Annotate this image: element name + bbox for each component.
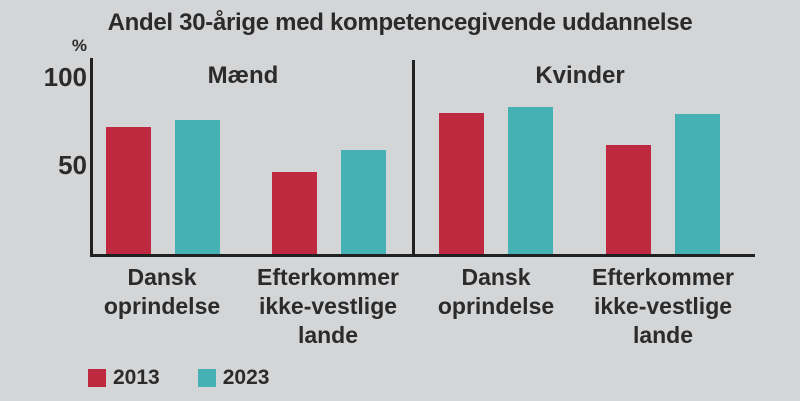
bar-2023-group2 (340, 150, 386, 254)
bar-2013-group4 (606, 144, 651, 254)
panel-header-maend: Mænd (207, 62, 279, 89)
category-label-kvinder-efterkommer: Efterkommer ikke-vestlige lande (592, 264, 734, 348)
panel-header-kvinder: Kvinder (535, 62, 625, 89)
legend-label-2013: 2013 (113, 366, 160, 389)
category-label-maend-dansk: Dansk oprindelse (103, 264, 221, 319)
bar-2023-group1 (174, 119, 220, 254)
bar-2023-group4 (675, 114, 720, 254)
legend-label-2023: 2023 (222, 366, 270, 389)
y-axis-line (90, 58, 93, 254)
panel-divider-line (412, 60, 415, 254)
bar-2013-group1 (105, 126, 151, 254)
legend-item-2023: 2023 (197, 366, 270, 389)
bar-2023-group3 (508, 107, 553, 254)
legend-item-2013: 2013 (88, 366, 160, 389)
legend-swatch-2023 (197, 369, 216, 387)
y-tick-100: 100 (43, 62, 87, 92)
bar-2013-group2 (271, 171, 317, 254)
bar-2013-group3 (439, 112, 484, 254)
category-label-maend-efterkommer: Efterkommer ikke-vestlige lande (257, 264, 399, 348)
x-axis-line (90, 254, 755, 257)
y-tick-50: 50 (58, 150, 87, 180)
chart-title: Andel 30-årige med kompetencegivende udd… (107, 9, 693, 36)
legend-swatch-2013 (88, 369, 106, 387)
category-label-kvinder-dansk: Dansk oprindelse (437, 264, 555, 319)
y-axis-unit-label: % (71, 36, 87, 55)
legend: 2013 2023 (88, 366, 270, 389)
